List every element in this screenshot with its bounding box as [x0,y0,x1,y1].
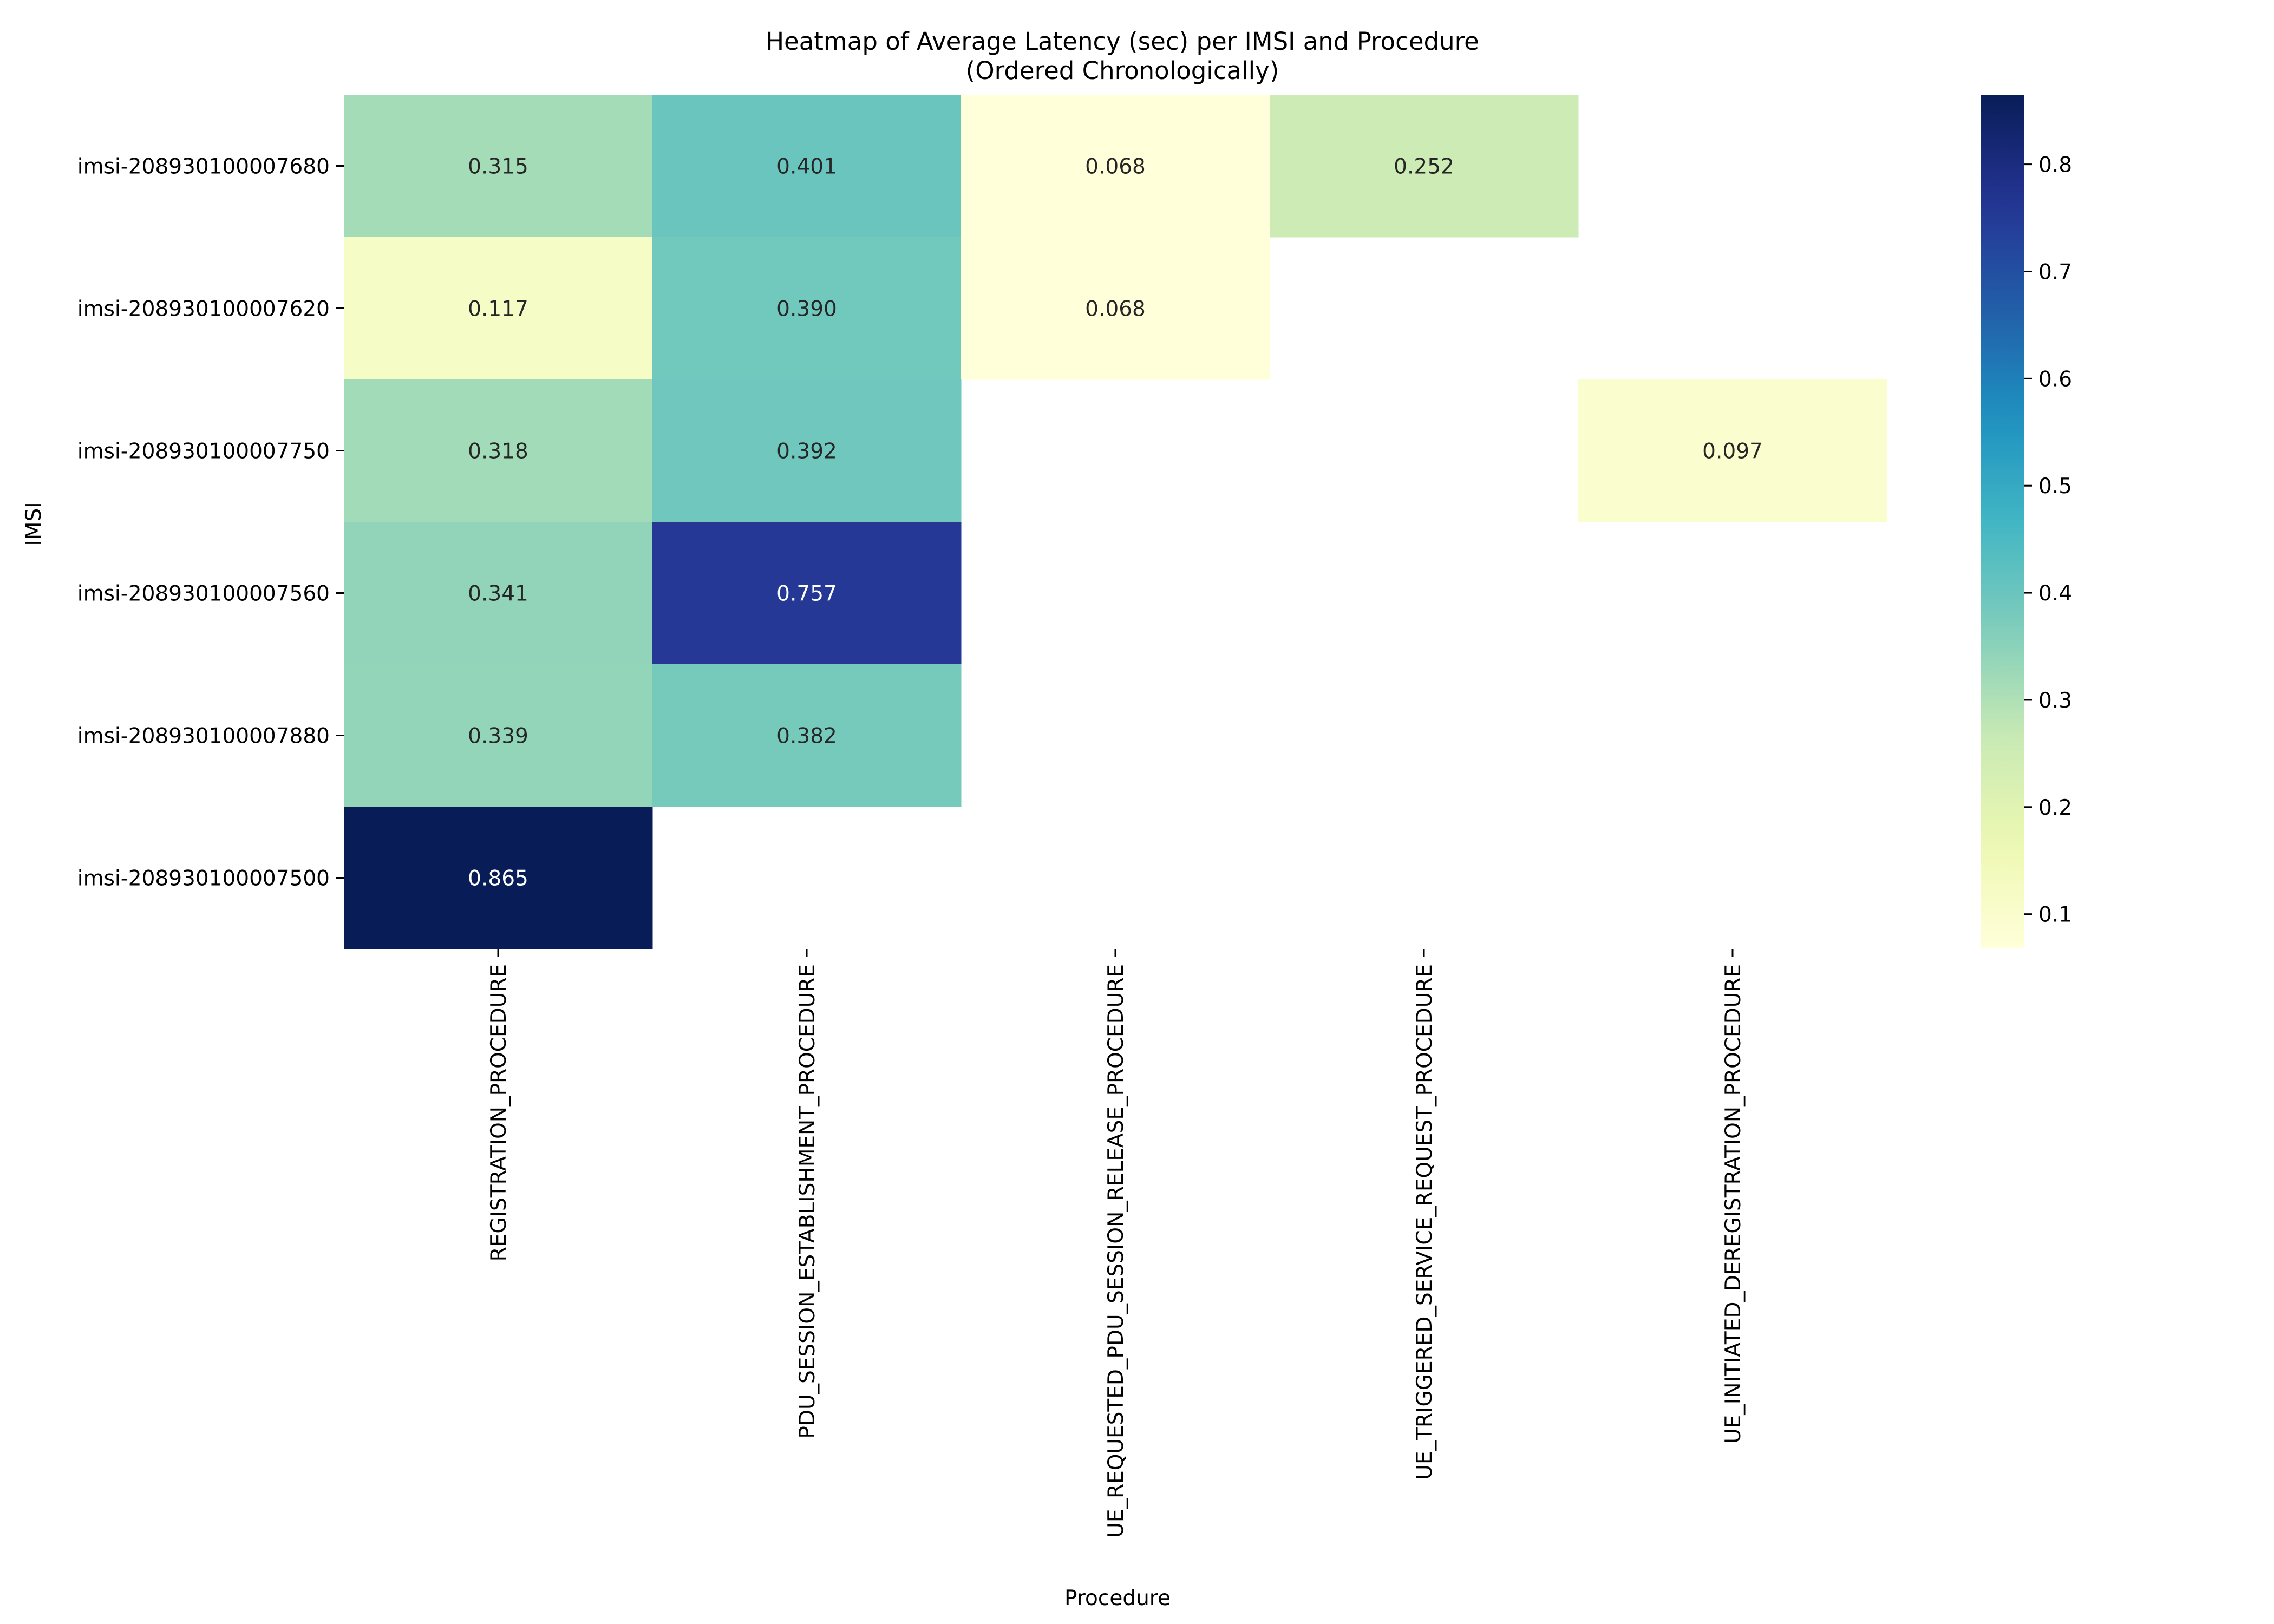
cell-value-label: 0.757 [776,582,837,606]
y-tick-label: imsi-208930100007880 [77,724,330,749]
colorbar-ticks: 0.1 0.2 0.3 0.4 0.5 0.6 0.7 0.8 [2024,153,2072,927]
cell-value-label: 0.252 [1394,155,1454,179]
x-tick-label: PDU_SESSION_ESTABLISHMENT_PROCEDURE [795,964,820,1439]
heatmap-cell [652,379,962,522]
cell-value-label: 0.068 [1085,155,1146,179]
cell-value-label: 0.339 [468,724,528,749]
cell-value-label: 0.865 [468,867,528,891]
heatmap-cell [344,237,653,380]
y-tick-label: imsi-208930100007680 [77,155,330,179]
cell-value-label: 0.401 [776,155,837,179]
x-tick-labels: REGISTRATION_PROCEDURE PDU_SESSION_ESTABL… [487,949,1746,1538]
colorbar: 0.1 0.2 0.3 0.4 0.5 0.6 0.7 0.8 [1981,95,2072,948]
cell-value-label: 0.117 [468,297,528,322]
colorbar-tick-label: 0.6 [2038,367,2072,391]
x-axis-label: Procedure [1064,1586,1171,1610]
heatmap-cell [961,95,1270,238]
heatmap-cell [344,379,653,522]
y-tick-labels: imsi-208930100007680 imsi-208930100007620… [77,155,344,891]
colorbar-gradient [1981,95,2024,948]
cell-value-label: 0.097 [1702,440,1763,464]
cell-value-label: 0.318 [468,440,528,464]
colorbar-tick-label: 0.8 [2038,153,2072,178]
colorbar-tick-label: 0.5 [2038,474,2072,499]
x-tick-label: UE_TRIGGERED_SERVICE_REQUEST_PROCEDURE [1413,964,1437,1480]
x-tick-label: UE_REQUESTED_PDU_SESSION_RELEASE_PROCEDU… [1104,964,1128,1538]
heatmap-cell [344,95,653,238]
colorbar-tick-label: 0.4 [2038,581,2072,606]
y-axis-label: IMSI [22,502,46,546]
heatmap-cell [961,237,1270,380]
colorbar-tick-label: 0.1 [2038,903,2072,927]
x-tick-label: UE_INITIATED_DEREGISTRATION_PROCEDURE [1721,964,1746,1444]
chart-title: Heatmap of Average Latency (sec) per IMS… [766,27,1479,56]
heatmap-cell [344,807,653,949]
cell-value-label: 0.341 [468,582,528,606]
cell-value-label: 0.068 [1085,297,1146,322]
heatmap-cells: 0.315 0.401 0.068 0.252 0.117 0.390 0.068 0.318… [344,95,1887,949]
heatmap-cell [652,95,962,238]
cell-value-label: 0.382 [776,724,837,749]
cell-value-label: 0.315 [468,155,528,179]
y-tick-label: imsi-208930100007500 [77,867,330,891]
colorbar-tick-label: 0.2 [2038,796,2072,820]
y-tick-label: imsi-208930100007560 [77,582,330,606]
y-tick-label: imsi-208930100007620 [77,297,330,322]
heatmap-cell [344,522,653,665]
cell-value-label: 0.392 [776,440,837,464]
heatmap-cell [344,664,653,807]
heatmap-cell [1578,379,1887,522]
chart-subtitle: (Ordered Chronologically) [966,56,1279,85]
heatmap-cell [1270,95,1579,238]
y-tick-label: imsi-208930100007750 [77,440,330,464]
heatmap-cell [652,522,962,665]
colorbar-tick-label: 0.7 [2038,260,2072,284]
heatmap-cell [652,237,962,380]
heatmap-cell [652,664,962,807]
x-tick-label: REGISTRATION_PROCEDURE [487,964,511,1261]
cell-value-label: 0.390 [776,297,837,322]
colorbar-tick-label: 0.3 [2038,689,2072,713]
